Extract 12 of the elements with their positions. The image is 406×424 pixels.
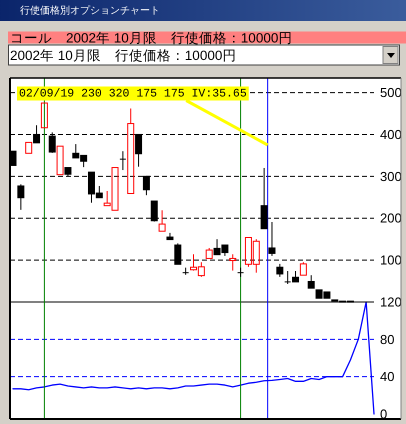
y-tick-label: 300 bbox=[380, 168, 402, 184]
chart-title: 行使価格別オプションチャート bbox=[20, 4, 160, 16]
y-tick-label: 400 bbox=[380, 126, 402, 142]
y-tick-label: 200 bbox=[380, 210, 402, 226]
text: 2002年 10月限 行使価格：10000円 bbox=[10, 48, 236, 63]
y-tick-label: 40 bbox=[380, 369, 394, 384]
chart-subtitle: コール 2002年 10月限 行使価格：10000円 bbox=[10, 30, 292, 46]
y-tick-label: 100 bbox=[380, 252, 402, 268]
y-tick-label: 120 bbox=[380, 294, 402, 310]
annotation: 02/09/19 230 320 175 175 IV:35.65 bbox=[17, 86, 249, 100]
y-tick-label: 80 bbox=[380, 332, 394, 347]
y-tick-label: 500 bbox=[380, 85, 402, 100]
